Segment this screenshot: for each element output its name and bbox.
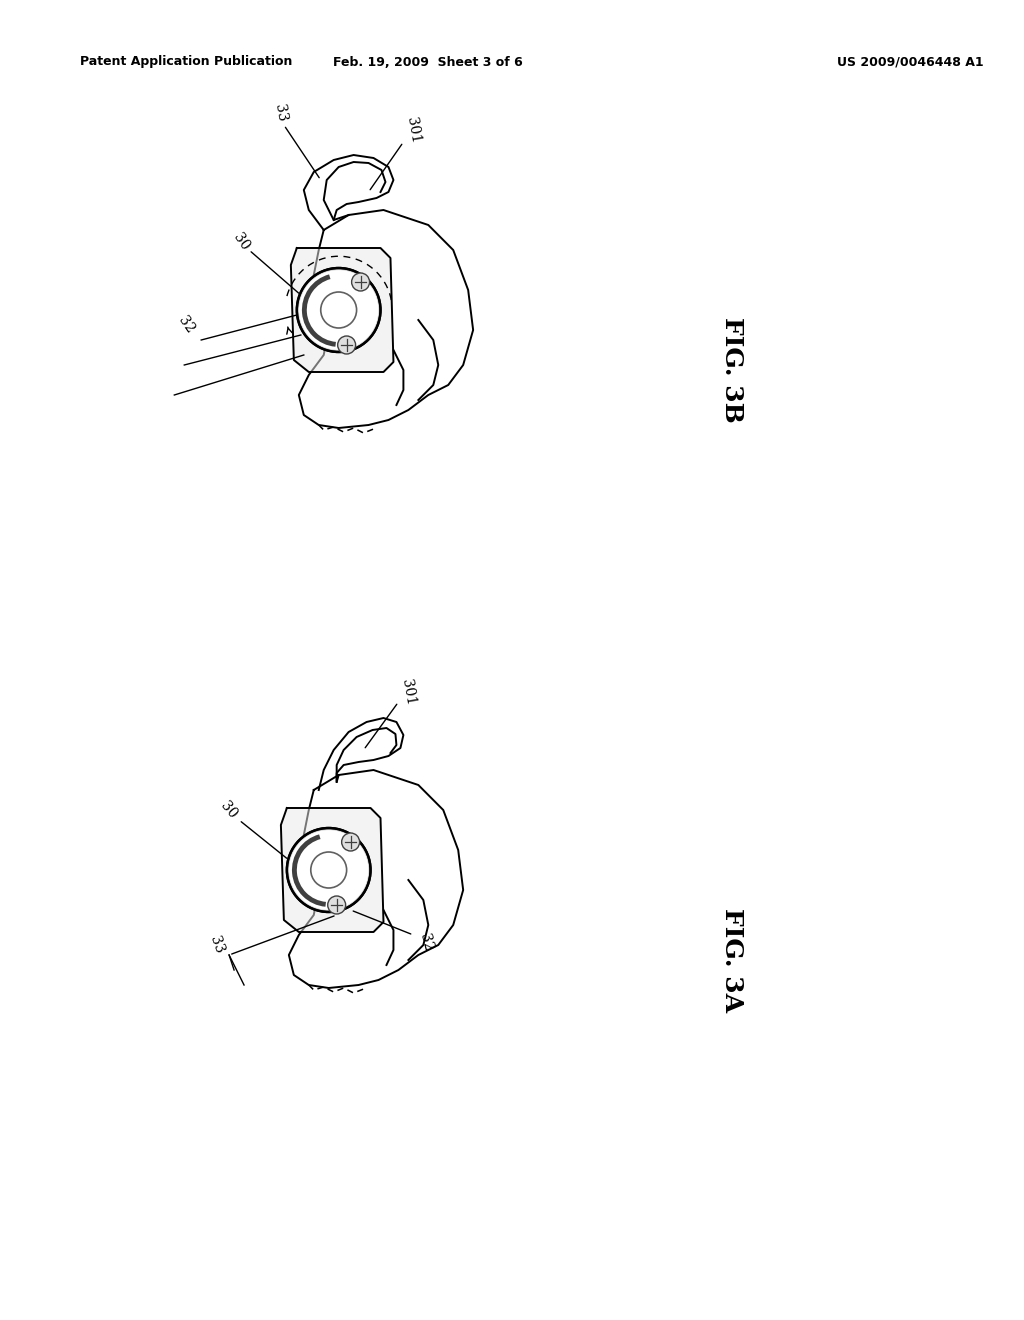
Circle shape [310, 851, 347, 888]
Circle shape [299, 271, 379, 350]
Text: Patent Application Publication: Patent Application Publication [80, 55, 292, 69]
Text: Feb. 19, 2009  Sheet 3 of 6: Feb. 19, 2009 Sheet 3 of 6 [334, 55, 523, 69]
Circle shape [321, 292, 356, 327]
Text: 32: 32 [418, 932, 435, 952]
Circle shape [289, 830, 369, 909]
Circle shape [338, 337, 355, 354]
Text: 32: 32 [175, 314, 197, 337]
Circle shape [287, 828, 371, 912]
Text: 33: 33 [208, 935, 226, 956]
Polygon shape [291, 248, 393, 372]
Text: 301: 301 [404, 116, 423, 144]
Circle shape [328, 896, 346, 913]
Text: 33: 33 [272, 103, 290, 123]
Text: 30: 30 [230, 231, 252, 253]
Circle shape [351, 273, 370, 290]
Text: 301: 301 [399, 677, 418, 706]
Text: FIG. 3A: FIG. 3A [720, 908, 744, 1012]
Polygon shape [281, 808, 383, 932]
Text: FIG. 3B: FIG. 3B [720, 317, 744, 422]
Circle shape [342, 833, 359, 851]
Circle shape [297, 268, 381, 352]
Text: US 2009/0046448 A1: US 2009/0046448 A1 [837, 55, 983, 69]
Text: 30: 30 [218, 799, 240, 821]
